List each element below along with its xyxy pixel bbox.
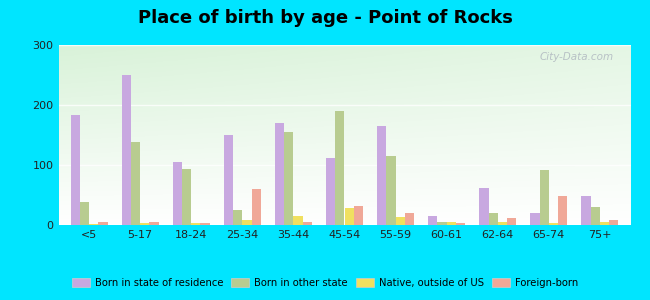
Bar bbox=[489, 213, 498, 225]
Bar bbox=[428, 216, 437, 225]
Bar bbox=[582, 196, 591, 225]
Text: City-Data.com: City-Data.com bbox=[540, 52, 614, 62]
Bar bbox=[354, 206, 363, 225]
Bar bbox=[242, 220, 252, 225]
Bar bbox=[293, 216, 303, 225]
Bar bbox=[396, 217, 405, 225]
Bar bbox=[549, 223, 558, 225]
Bar bbox=[71, 115, 80, 225]
Bar bbox=[131, 142, 140, 225]
Bar bbox=[600, 222, 609, 225]
Bar bbox=[122, 75, 131, 225]
Bar bbox=[200, 223, 210, 225]
Bar bbox=[386, 156, 396, 225]
Bar bbox=[447, 222, 456, 225]
Text: Place of birth by age - Point of Rocks: Place of birth by age - Point of Rocks bbox=[138, 9, 512, 27]
Bar bbox=[498, 222, 507, 225]
Bar bbox=[233, 210, 242, 225]
Bar bbox=[479, 188, 489, 225]
Bar bbox=[275, 123, 284, 225]
Bar bbox=[456, 223, 465, 225]
Bar bbox=[609, 220, 618, 225]
Bar bbox=[540, 170, 549, 225]
Bar bbox=[284, 132, 293, 225]
Bar bbox=[191, 223, 200, 225]
Legend: Born in state of residence, Born in other state, Native, outside of US, Foreign-: Born in state of residence, Born in othe… bbox=[68, 274, 582, 292]
Bar bbox=[89, 224, 98, 225]
Bar bbox=[507, 218, 516, 225]
Bar bbox=[591, 207, 600, 225]
Bar bbox=[98, 222, 107, 225]
Bar bbox=[224, 135, 233, 225]
Bar bbox=[437, 222, 447, 225]
Bar bbox=[558, 196, 567, 225]
Bar bbox=[326, 158, 335, 225]
Bar bbox=[303, 222, 312, 225]
Bar bbox=[344, 208, 354, 225]
Bar bbox=[530, 213, 540, 225]
Bar bbox=[80, 202, 89, 225]
Bar bbox=[377, 126, 386, 225]
Bar bbox=[405, 213, 414, 225]
Bar bbox=[140, 223, 150, 225]
Bar bbox=[252, 189, 261, 225]
Bar bbox=[173, 162, 182, 225]
Bar bbox=[335, 111, 345, 225]
Bar bbox=[182, 169, 191, 225]
Bar bbox=[150, 222, 159, 225]
